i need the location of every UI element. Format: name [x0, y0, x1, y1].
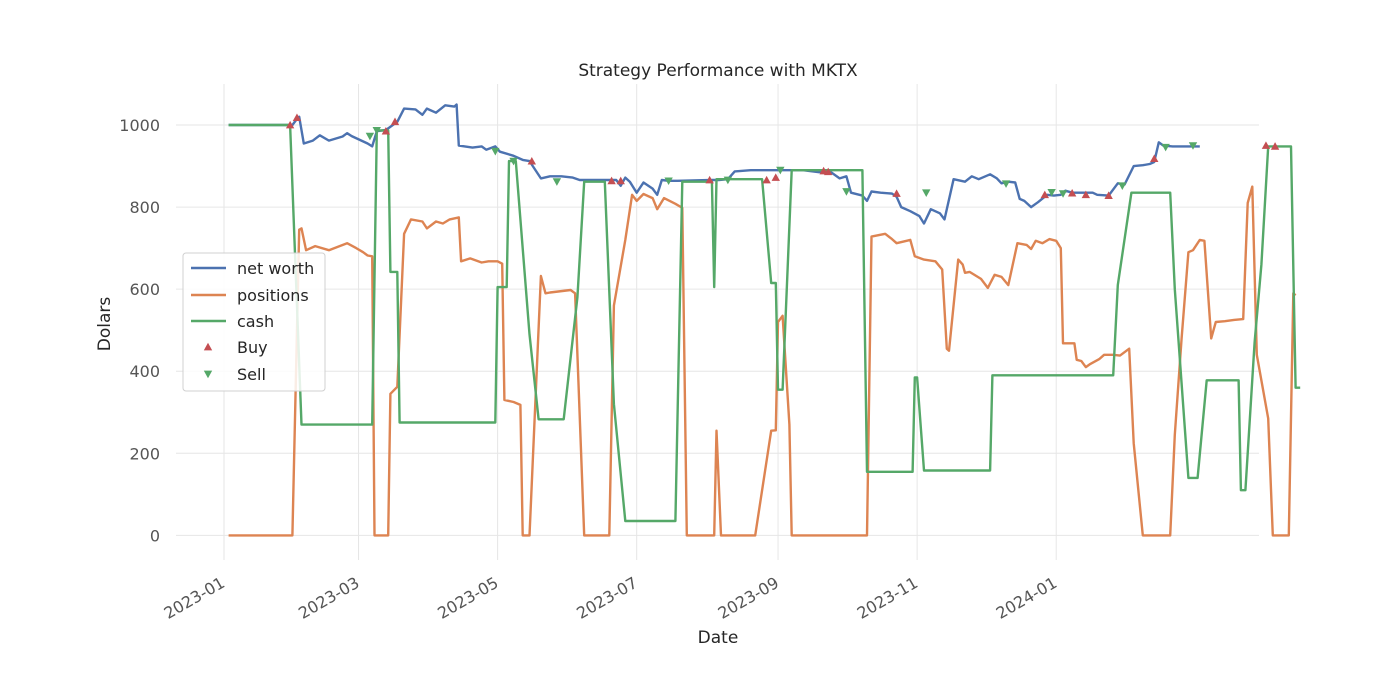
sell-marker: [1058, 190, 1068, 198]
grid: [176, 84, 1259, 560]
legend-label: Buy: [237, 338, 268, 357]
sell-marker: [1001, 180, 1011, 188]
buy-marker: [607, 176, 616, 185]
sell-marker: [922, 189, 931, 197]
buy-marker: [390, 117, 400, 126]
sell-marker: [509, 157, 518, 166]
legend-items: net worth positions cash Buy Sell: [191, 259, 314, 384]
series-line-net-worth: [228, 103, 1200, 225]
buy-marker: [1261, 141, 1271, 149]
buy-marker: [824, 167, 833, 176]
buy-marker: [1150, 154, 1159, 163]
x-axis-ticks: 2023-01 2023-03 2023-05 2023-07 2023-09 2023-…: [161, 573, 1061, 623]
x-tick-label: 2023-11: [854, 573, 921, 623]
legend-label: cash: [237, 312, 274, 331]
buy-marker: [1081, 190, 1091, 199]
buy-marker: [527, 156, 536, 165]
sell-marker: [723, 176, 733, 185]
buy-marker: [762, 175, 771, 184]
y-tick-label: 200: [129, 444, 160, 463]
series-layer: [228, 103, 1301, 537]
chart-title: Strategy Performance with MKTX: [578, 61, 858, 81]
y-tick-label: 800: [129, 198, 160, 217]
y-axis-ticks: 0 200 400 600 800 1000: [119, 116, 160, 545]
sell-marker: [552, 178, 562, 186]
buy-marker: [381, 126, 391, 135]
legend-swatch-sell: [203, 370, 213, 379]
y-tick-label: 0: [150, 526, 160, 545]
series-line-positions: [228, 185, 1297, 537]
buy-marker: [616, 176, 625, 185]
sell-marker: [365, 132, 375, 141]
x-tick-label: 2023-05: [434, 573, 501, 623]
sell-marker: [372, 127, 381, 135]
marker-layer: [285, 113, 1280, 199]
sell-marker: [1118, 182, 1127, 190]
x-axis-label: Date: [698, 628, 739, 648]
sell-marker: [842, 188, 851, 196]
sell-marker: [491, 147, 500, 156]
buy-marker: [1067, 188, 1077, 197]
legend-label: Sell: [237, 365, 266, 384]
sell-marker: [1188, 142, 1198, 150]
buy-marker: [1104, 191, 1113, 199]
buy-marker: [892, 189, 901, 197]
y-axis-label: Dolars: [95, 297, 115, 352]
sell-marker: [1161, 143, 1170, 152]
series-line-cash: [228, 123, 1301, 523]
buy-marker: [771, 173, 780, 181]
sell-marker: [1047, 188, 1056, 197]
legend-box: [182, 252, 326, 392]
sell-marker: [664, 177, 673, 186]
buy-marker: [285, 120, 295, 129]
x-tick-label: 2023-07: [573, 573, 640, 623]
buy-marker: [1040, 190, 1049, 199]
legend-label: net worth: [237, 259, 314, 278]
sell-marker: [776, 166, 785, 175]
x-tick-label: 2023-09: [715, 573, 782, 623]
buy-marker: [292, 113, 302, 122]
y-tick-label: 400: [129, 362, 160, 381]
x-tick-label: 2023-01: [161, 573, 228, 623]
buy-marker: [1270, 142, 1280, 150]
x-tick-label: 2023-03: [295, 573, 362, 623]
y-tick-label: 1000: [119, 116, 160, 135]
y-tick-label: 600: [129, 280, 160, 299]
x-tick-label: 2024-01: [993, 573, 1060, 623]
legend-swatch-buy: [203, 342, 213, 351]
legend-label: positions: [237, 286, 309, 305]
legend: net worth positions cash Buy Sell: [182, 252, 326, 392]
buy-marker: [705, 175, 714, 184]
